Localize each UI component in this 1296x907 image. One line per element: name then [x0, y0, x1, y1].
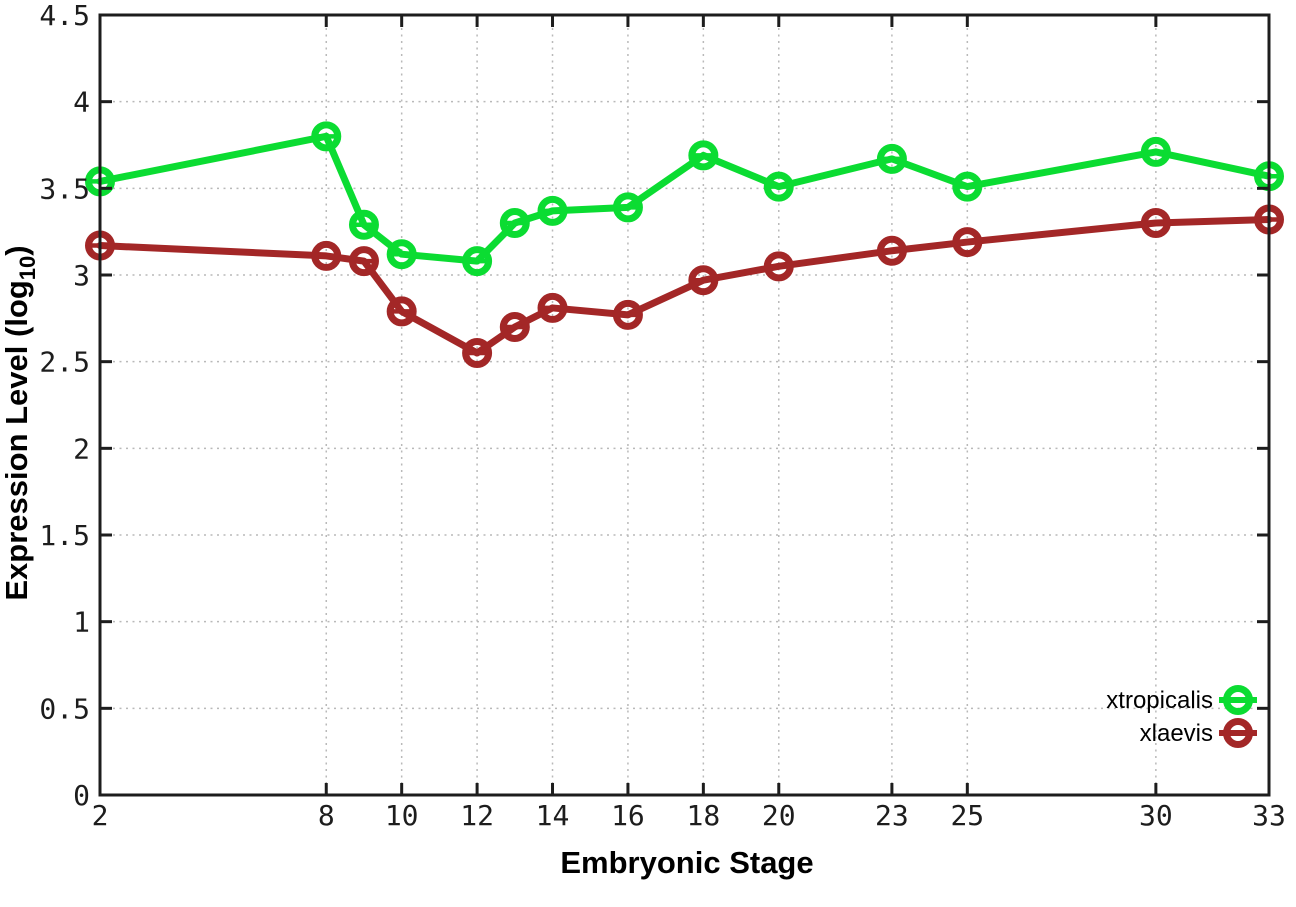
- x-tick-label: 8: [318, 799, 335, 832]
- data-point-xlaevis: [348, 246, 379, 277]
- data-point-xlaevis: [462, 338, 493, 368]
- data-point-xtropicalis: [1140, 136, 1171, 167]
- legend-label-xlaevis: xlaevis: [1140, 720, 1213, 747]
- y-axis-label-close: ): [0, 245, 34, 255]
- y-tick-label: 3: [73, 259, 90, 292]
- tick-labels: 2 8 10 12 14 16 18 20 23 25 30 33 0 0.5 1 1.5 2 2.5 3 3.5 4 4…: [39, 0, 1285, 832]
- x-tick-label: 30: [1139, 799, 1173, 832]
- data-point-xtropicalis: [763, 171, 794, 202]
- x-axis-label: Embryonic Stage: [560, 845, 813, 880]
- y-tick-label: 4: [73, 86, 90, 119]
- x-tick-label: 10: [385, 799, 419, 832]
- grid-lines: [99, 14, 1270, 796]
- y-tick-label: 1.5: [39, 519, 90, 552]
- x-tick-label: 16: [611, 799, 645, 832]
- x-tick-label: 33: [1252, 799, 1286, 832]
- data-point-xlaevis: [386, 296, 417, 327]
- y-tick-label: 0: [73, 779, 90, 812]
- x-tick-label: 14: [536, 799, 570, 832]
- x-tick-label: 2: [92, 799, 109, 832]
- data-point-xlaevis: [688, 265, 719, 296]
- legend-label-xtropicalis: xtropicalis: [1106, 687, 1213, 714]
- y-axis-label-main: Expression Level (log: [0, 280, 34, 600]
- y-axis-label: Expression Level (log10): [0, 245, 40, 600]
- data-point-xtropicalis: [876, 143, 907, 174]
- data-point-xtropicalis: [612, 192, 643, 223]
- series-lines: [85, 121, 1284, 368]
- x-tick-label: 23: [875, 799, 909, 832]
- data-point-xtropicalis: [952, 171, 983, 202]
- data-point-xtropicalis: [348, 209, 379, 240]
- x-tick-label: 18: [686, 799, 720, 832]
- legend-sample-marker-xtropicalis: [1223, 685, 1253, 715]
- data-point-xlaevis: [537, 292, 568, 323]
- data-point-xtropicalis: [311, 121, 342, 152]
- data-point-xlaevis: [876, 235, 907, 266]
- data-point-xtropicalis: [688, 140, 719, 171]
- x-tick-label: 12: [460, 799, 494, 832]
- data-point-xtropicalis: [462, 246, 493, 277]
- data-point-xtropicalis: [537, 195, 568, 226]
- plot-border: [98, 13, 1271, 797]
- y-tick-label: 2.5: [39, 346, 90, 379]
- legend-markers: [1219, 685, 1257, 748]
- data-point-xlaevis: [499, 312, 530, 342]
- data-point-xlaevis: [612, 299, 643, 330]
- axis-ticks: [98, 13, 1271, 797]
- data-point-xlaevis: [311, 240, 342, 271]
- y-tick-label: 1: [73, 606, 90, 639]
- data-point-xtropicalis: [499, 208, 530, 238]
- series-line-xlaevis: [96, 216, 1273, 357]
- data-point-xtropicalis: [386, 239, 417, 270]
- data-point-xlaevis: [952, 227, 983, 258]
- x-tick-label: 25: [950, 799, 984, 832]
- data-point-xlaevis: [763, 251, 794, 282]
- y-tick-label: 4.5: [39, 0, 90, 32]
- y-axis-label-subscript: 10: [15, 256, 40, 280]
- data-point-xlaevis: [1140, 208, 1171, 238]
- legend: xtropicalis xlaevis: [1106, 685, 1257, 748]
- y-tick-label: 3.5: [39, 172, 90, 205]
- legend-sample-marker-xlaevis: [1223, 718, 1253, 748]
- series-line-xtropicalis: [96, 132, 1273, 265]
- y-tick-label: 0.5: [39, 692, 90, 725]
- x-tick-label: 20: [762, 799, 796, 832]
- y-tick-label: 2: [73, 432, 90, 465]
